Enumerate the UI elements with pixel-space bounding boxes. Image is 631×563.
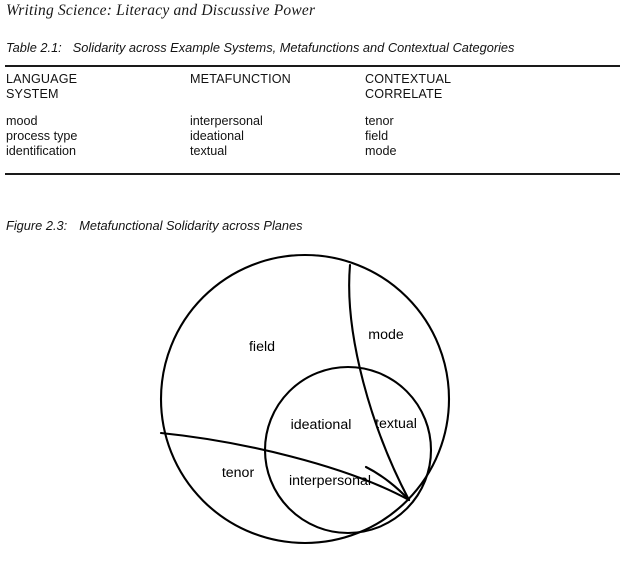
figure-caption: Figure 2.3: Metafunctional Solidarity acr… bbox=[6, 218, 303, 233]
table-cell: mood bbox=[6, 114, 38, 128]
table-cell: identification bbox=[6, 144, 77, 158]
table-header-row-1: LANGUAGE METAFUNCTION CONTEXTUAL bbox=[0, 72, 631, 87]
table-row: identification textual mode bbox=[0, 144, 631, 159]
table-cell: textual bbox=[190, 144, 228, 158]
column-header-language-system-line2: SYSTEM bbox=[6, 87, 59, 101]
divider-mode-boundary bbox=[348, 263, 411, 502]
inner-circle-language-plane bbox=[263, 365, 433, 535]
region-label-textual: textual bbox=[375, 416, 417, 432]
table-row: mood interpersonal tenor bbox=[0, 114, 631, 129]
figure-caption-label: Figure 2.3: bbox=[6, 218, 68, 233]
table-cell: mode bbox=[365, 144, 397, 158]
region-label-interpersonal: interpersonal bbox=[289, 473, 371, 489]
table-header-group: LANGUAGE METAFUNCTION CONTEXTUAL SYSTEM … bbox=[0, 72, 631, 102]
table-row: process type ideational field bbox=[0, 129, 631, 144]
table-cell: tenor bbox=[365, 114, 394, 128]
solidarity-table: LANGUAGE METAFUNCTION CONTEXTUAL SYSTEM … bbox=[0, 72, 631, 159]
region-label-field: field bbox=[249, 339, 275, 355]
table-cell: interpersonal bbox=[190, 114, 263, 128]
region-label-mode: mode bbox=[368, 327, 404, 343]
table-rule-bottom bbox=[5, 173, 620, 176]
diagram-svg: field mode tenor ideational textual inte… bbox=[159, 253, 451, 545]
table-header-row-2: SYSTEM CORRELATE bbox=[0, 87, 631, 102]
divider-tenor-boundary bbox=[159, 431, 411, 502]
metafunctional-solidarity-diagram: field mode tenor ideational textual inte… bbox=[0, 245, 631, 555]
running-head: Writing Science: Literacy and Discussive… bbox=[6, 2, 316, 19]
table-caption-text: Solidarity across Example Systems, Metaf… bbox=[72, 40, 515, 55]
column-header-language-system: LANGUAGE bbox=[6, 72, 78, 86]
column-header-contextual-correlate-line2: CORRELATE bbox=[365, 87, 443, 101]
table-caption: Table 2.1: Solidarity across Example Syst… bbox=[6, 40, 514, 55]
outer-circle-context-plane bbox=[159, 253, 451, 545]
figure-caption-text: Metafunctional Solidarity across Planes bbox=[79, 218, 303, 233]
table-rule-top bbox=[5, 65, 620, 68]
table-cell: field bbox=[365, 129, 389, 143]
table-body: mood interpersonal tenor process type id… bbox=[0, 114, 631, 159]
divider-junction-tail bbox=[364, 465, 411, 502]
table-cell: ideational bbox=[190, 129, 244, 143]
column-header-contextual-correlate: CONTEXTUAL bbox=[365, 72, 452, 86]
region-label-ideational: ideational bbox=[291, 417, 352, 433]
region-label-tenor: tenor bbox=[222, 465, 255, 481]
table-caption-label: Table 2.1: bbox=[6, 40, 62, 55]
column-header-metafunction: METAFUNCTION bbox=[190, 72, 291, 86]
table-cell: process type bbox=[6, 129, 78, 143]
